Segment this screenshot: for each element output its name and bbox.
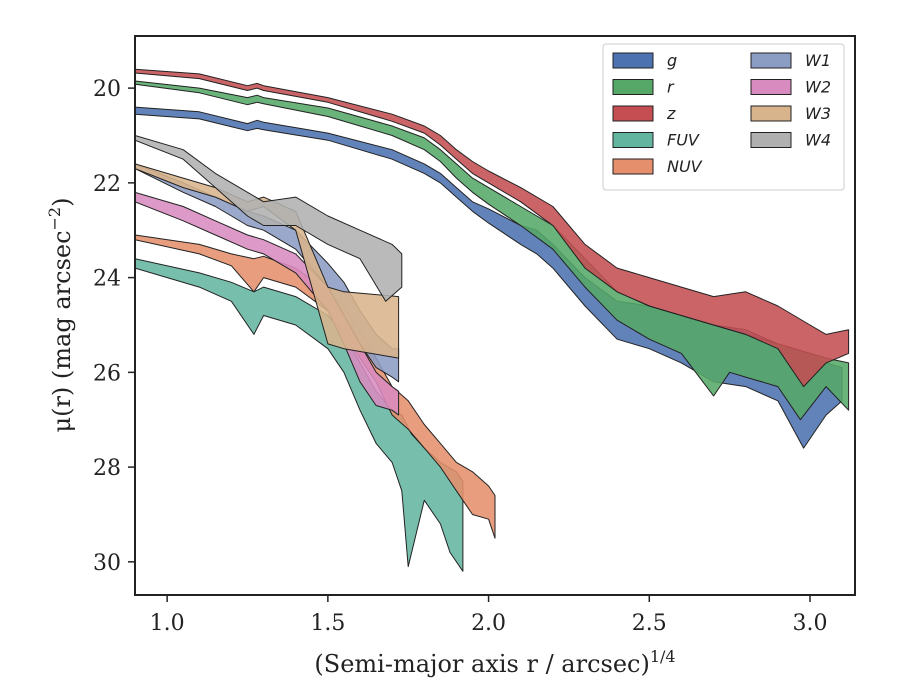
legend-swatch-w2 — [750, 79, 792, 95]
legend-swatch-w1 — [750, 52, 792, 69]
axes: 1.0 1.5 2.0 2.5 3.0 20 22 24 26 28 30 — [93, 35, 856, 636]
y-axis-label-tail: ) — [48, 198, 76, 207]
y-tick-label: 20 — [93, 77, 121, 102]
legend-label-w2: W2 — [805, 78, 831, 97]
series-area-w4 — [135, 135, 403, 302]
series-area-g — [135, 106, 843, 449]
legend-swatch-w3 — [750, 105, 792, 122]
x-axis-label-superscript: 1/4 — [650, 647, 676, 666]
series-area-w2 — [135, 191, 400, 416]
y-tick-label: 28 — [93, 456, 121, 481]
plot-frame — [134, 35, 856, 596]
y-axis-label: μ(r) (mag arcsec−2) — [45, 198, 76, 433]
legend-label-w3: W3 — [805, 104, 831, 123]
legend-label-nuv: NUV — [667, 157, 703, 176]
x-tick-label: 3.0 — [793, 611, 828, 636]
x-axis-label: (Semi-major axis r / arcsec)1/4 — [314, 647, 675, 678]
legend-swatch-w4 — [750, 132, 792, 148]
x-tick-label: 2.5 — [632, 611, 667, 636]
series-area-z — [135, 68, 850, 388]
legend-swatch-nuv — [612, 158, 654, 175]
x-tick-label: 2.0 — [471, 611, 506, 636]
x-tick-label: 1.0 — [150, 611, 185, 636]
series-area-r — [135, 80, 850, 421]
legend-label-fuv: FUV — [667, 131, 700, 150]
legend-label-w4: W4 — [805, 131, 831, 150]
y-tick-label: 30 — [93, 551, 121, 576]
legend-swatch-g — [612, 52, 654, 69]
legend-swatch-fuv — [612, 132, 654, 148]
legend-label-w1: W1 — [805, 51, 831, 70]
x-tick-label: 1.5 — [310, 611, 345, 636]
profile-areas — [135, 68, 850, 572]
legend-label-r: r — [667, 78, 675, 97]
legend-label-g: g — [667, 51, 677, 70]
legend-swatch-z — [612, 105, 654, 122]
legend: grz FUV NUV W1 W2 W3 W4 — [602, 43, 845, 191]
legend-swatch-r — [612, 79, 654, 95]
y-tick-label: 22 — [93, 172, 121, 197]
legend-label-z: z — [666, 104, 676, 123]
y-tick-label: 24 — [93, 267, 121, 292]
y-tick-label: 26 — [93, 361, 121, 386]
y-axis-label-superscript: −2 — [45, 207, 64, 231]
